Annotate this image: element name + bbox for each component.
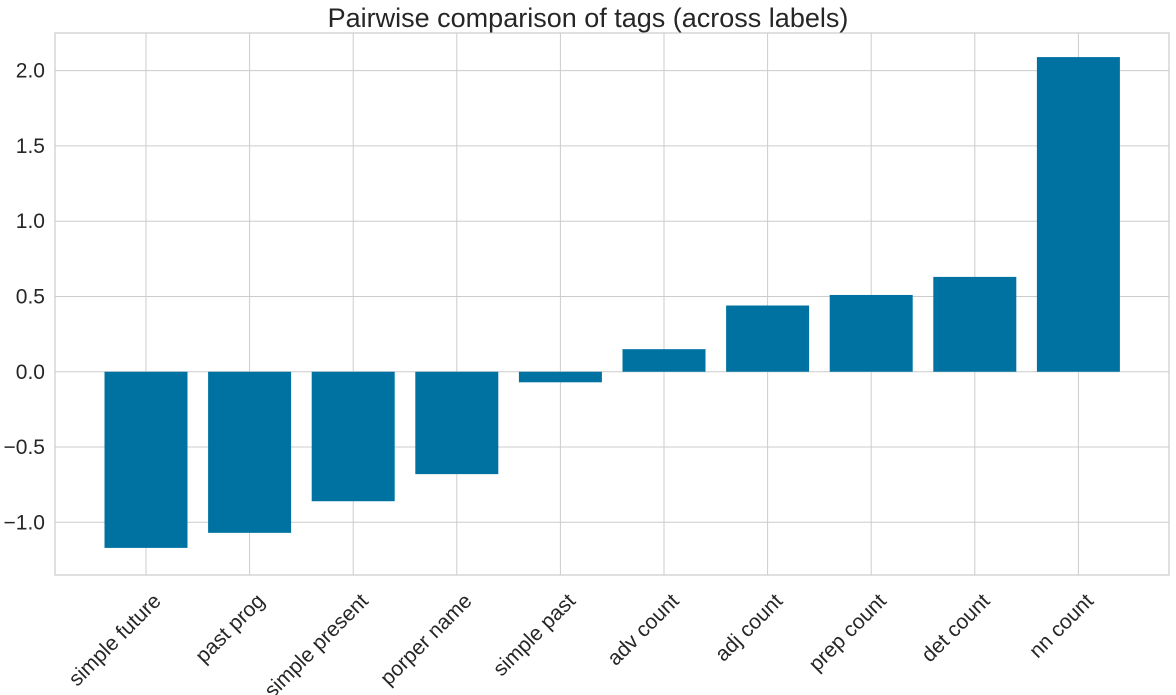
y-tick-label: 1.5 [16,135,45,158]
x-tick-label: det count [917,589,994,666]
y-tick-label: 0.0 [16,361,45,384]
bar-simple-present [311,371,395,502]
bar-adv-count [622,349,706,372]
x-tick-label: simple present [260,589,373,695]
bar-past-prog [208,371,292,533]
bar-simple-future [104,371,188,548]
x-tick-label: simple future [64,589,165,690]
x-tick-label: nn count [1025,589,1098,662]
y-tick-label: −1.0 [4,511,45,534]
bar-adj-count [726,305,810,372]
x-tick-label: past prog [191,589,269,667]
bar-simple-past [518,371,602,383]
x-tick-label: prep count [804,589,891,676]
bar-det-count [933,276,1017,372]
chart-title: Pairwise comparison of tags (across labe… [328,3,849,33]
bar-prep-count [829,294,913,372]
bar-porper-name [415,371,499,475]
y-tick-labels: −1.0 −0.5 0.0 0.5 1.0 1.5 2.0 [4,60,45,535]
x-tick-label: simple past [489,589,580,680]
x-tick-label: adj count [711,589,788,666]
x-tick-label: adv count [603,589,684,670]
bars [104,57,1120,548]
bar-nn-count [1036,57,1120,372]
plot-frame [54,32,1170,576]
y-tick-label: 2.0 [16,60,45,83]
y-tick-label: 1.0 [16,210,45,233]
x-tick-label: porper name [376,589,476,689]
y-tick-label: −0.5 [4,436,45,459]
y-tick-label: 0.5 [16,285,45,308]
